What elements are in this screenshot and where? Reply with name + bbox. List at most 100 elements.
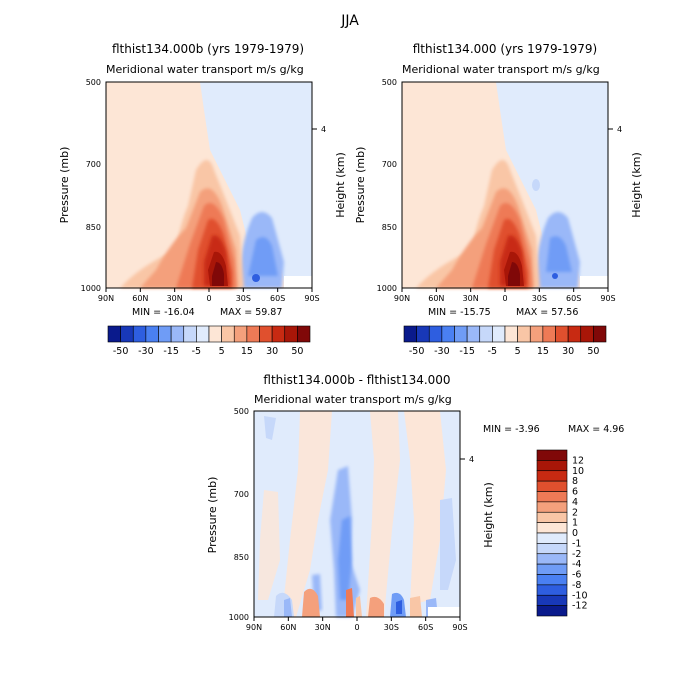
colorbar-swatch: [536, 574, 568, 586]
panel-2-min: MIN = -15.75: [428, 307, 491, 318]
panel-1-xticks: 90N 60N 30N 0 30S 60S 90S: [98, 288, 320, 303]
panel-3-ytick-1000: 1000: [229, 613, 249, 622]
colorbar-swatch: [233, 325, 248, 343]
colorbar-swatch: [259, 325, 273, 343]
panel-3-subtitle: Meridional water transport: [254, 393, 401, 406]
panel-2-xticks: 90N 60N 30N 0 30S 60S 90S: [394, 288, 616, 303]
colorbar-label: 50: [587, 346, 599, 357]
colorbar-swatch: [504, 325, 518, 343]
colorbar-label: 12: [572, 455, 584, 466]
colorbar-swatch: [536, 460, 568, 472]
colorbar-swatch: [536, 522, 568, 534]
colorbar-swatch: [580, 325, 594, 343]
panel-3-ytick-500: 500: [234, 407, 249, 416]
panel-2-field: [402, 82, 608, 288]
panel-3-title: flthist134.000b - flthist134.000: [263, 373, 450, 387]
panel-3-field: [254, 411, 460, 617]
x-tick-label: 90N: [98, 294, 114, 303]
colorbar-swatch: [170, 325, 185, 343]
colorbar-swatch: [536, 491, 568, 503]
colorbar-swatch: [536, 594, 568, 606]
panel-3-ylabel: Pressure (mb): [206, 477, 219, 554]
panel-2-right-tick-label: 4: [617, 125, 622, 134]
panel-3-xticks: 90N 60N 30N 0 30S 60S 90S: [246, 617, 468, 632]
panel-3-ytick-700: 700: [234, 490, 249, 499]
x-tick-label: 30N: [463, 294, 479, 303]
panel-3-min: MIN = -3.96: [483, 424, 540, 435]
panel-3-max: MAX = 4.96: [568, 424, 624, 435]
colorbar-label: -8: [572, 580, 581, 591]
colorbar-swatch: [132, 325, 147, 343]
colorbar-label: 5: [515, 346, 521, 357]
colorbar-label: 1: [572, 518, 578, 529]
panel-3: flthist134.000b - flthist134.000 Meridio…: [206, 373, 624, 632]
colorbar-swatch: [120, 325, 134, 343]
panel-2-ylabel: Pressure (mb): [354, 147, 367, 224]
colorbar-swatch: [542, 325, 556, 343]
panel-2-title: flthist134.000 (yrs 1979-1979): [413, 42, 597, 56]
panel-2-ytick-850: 850: [382, 223, 397, 232]
colorbar-label: -50: [409, 346, 425, 357]
colorbar-label: 4: [572, 497, 578, 508]
colorbar-label: 0: [572, 528, 578, 539]
x-tick-label: 0: [206, 294, 211, 303]
colorbar-swatch: [536, 532, 568, 544]
colorbar-swatch: [536, 563, 568, 575]
colorbar-label: 8: [572, 476, 578, 487]
x-tick-label: 30S: [236, 294, 251, 303]
colorbar-swatch: [284, 325, 298, 343]
colorbar-swatch: [403, 325, 417, 343]
panel-1-field: [106, 82, 312, 288]
panel-1: flthist134.000b (yrs 1979-1979) Meridion…: [58, 42, 347, 357]
colorbar-label: -6: [572, 570, 581, 581]
colorbar-swatch: [107, 325, 121, 343]
x-tick-label: 60N: [132, 294, 148, 303]
x-tick-label: 30S: [384, 623, 399, 632]
colorbar-swatch: [536, 449, 568, 461]
x-tick-label: 90S: [304, 294, 319, 303]
x-tick-label: 0: [502, 294, 507, 303]
panel-1-ylabel: Pressure (mb): [58, 147, 71, 224]
colorbar-label: 15: [241, 346, 253, 357]
colorbar-swatch: [246, 325, 260, 343]
colorbar-swatch: [536, 553, 568, 565]
panel-1-min: MIN = -16.04: [132, 307, 195, 318]
colorbar-label: -12: [572, 601, 588, 612]
colorbar-label: 5: [219, 346, 225, 357]
colorbar-label: 15: [537, 346, 549, 357]
x-tick-label: 30N: [167, 294, 183, 303]
panel-2-ytick-700: 700: [382, 160, 397, 169]
colorbar-swatch: [567, 325, 582, 343]
panel-3-right-tick-label: 4: [469, 455, 474, 464]
panel-2-ylabel-right: Height (km): [630, 152, 643, 218]
colorbar-swatch: [536, 543, 568, 555]
x-tick-label: 60N: [280, 623, 296, 632]
colorbar-swatch: [221, 325, 235, 343]
panel-1-ytick-1000: 1000: [81, 284, 101, 293]
x-tick-label: 60S: [418, 623, 433, 632]
panel-3-units: m/s g/kg: [404, 393, 452, 406]
colorbar-label: 30: [266, 346, 278, 357]
panel-1-ytick-500: 500: [86, 78, 101, 87]
colorbar-swatch: [158, 325, 172, 343]
x-tick-label: 30S: [532, 294, 547, 303]
colorbar-swatch: [208, 325, 222, 343]
x-tick-label: 90N: [246, 623, 262, 632]
figure-title: JJA: [340, 13, 359, 29]
colorbar-label: -30: [138, 346, 154, 357]
colorbar-swatch: [145, 325, 159, 343]
colorbar-label: -15: [163, 346, 179, 357]
panel-2-colorbar: -50 -30 -15 -5 5 15 30 50: [403, 325, 607, 357]
colorbar-swatch: [536, 511, 568, 523]
panel-2-units: m/s g/kg: [552, 63, 600, 76]
x-tick-label: 60N: [428, 294, 444, 303]
colorbar-label: 30: [562, 346, 574, 357]
colorbar-swatch: [536, 470, 568, 482]
colorbar-label: -10: [572, 590, 588, 601]
x-tick-label: 0: [354, 623, 359, 632]
panel-1-title: flthist134.000b (yrs 1979-1979): [112, 42, 304, 56]
panel-3-ytick-850: 850: [234, 553, 249, 562]
panel-1-ytick-850: 850: [86, 223, 101, 232]
panel-2-ytick-500: 500: [382, 78, 397, 87]
